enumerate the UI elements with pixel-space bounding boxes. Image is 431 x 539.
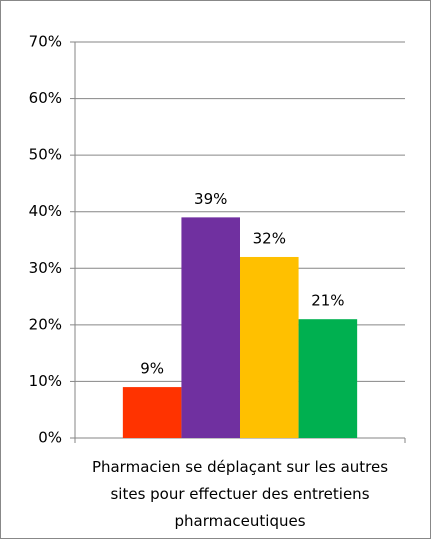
y-tick-label: 30% [29, 259, 62, 277]
data-label: 9% [140, 360, 164, 378]
y-tick-label: 0% [38, 429, 62, 447]
y-tick-label: 10% [29, 372, 62, 390]
y-tick-label: 40% [29, 202, 62, 220]
y-tick-label: 60% [29, 89, 62, 107]
data-label: 39% [194, 190, 227, 208]
bar [298, 319, 358, 438]
bar [181, 217, 240, 438]
bar [122, 387, 182, 438]
y-tick-label: 20% [29, 315, 62, 333]
y-tick-label: 50% [29, 146, 62, 164]
data-label: 32% [253, 229, 286, 247]
y-tick-label: 70% [29, 33, 62, 51]
x-tick-label: Pharmacien se déplaçant sur les autres s… [91, 458, 389, 530]
data-label: 21% [311, 292, 344, 310]
bar [240, 256, 299, 438]
